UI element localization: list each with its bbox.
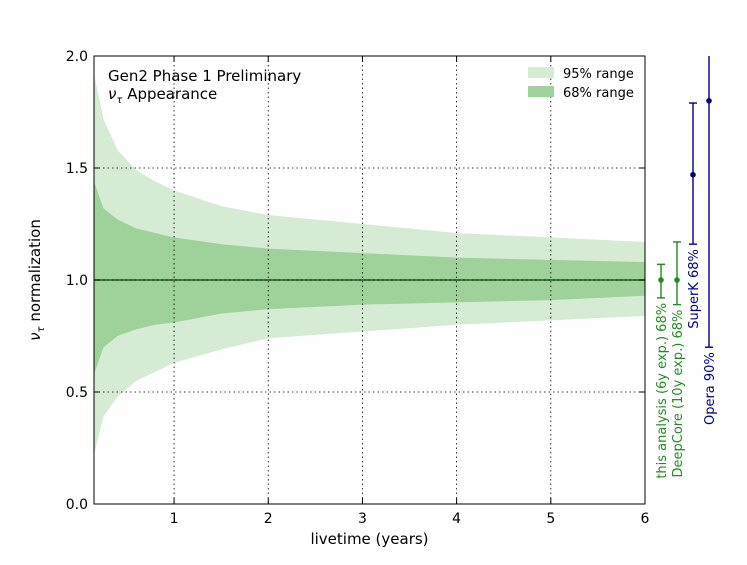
y-tick-label: 1.5 bbox=[66, 161, 88, 177]
x-tick-label: 2 bbox=[264, 511, 273, 527]
x-tick-label: 4 bbox=[452, 511, 461, 527]
annotation-symbol: ν bbox=[108, 85, 116, 103]
measurement-label: Opera 90% bbox=[703, 352, 718, 425]
x-tick-label: 1 bbox=[170, 511, 179, 527]
band-68-area bbox=[94, 181, 645, 375]
y-tick-label: 2.0 bbox=[66, 49, 88, 65]
measurement-label: SuperK 68% bbox=[687, 249, 702, 329]
band-group bbox=[94, 73, 645, 455]
y-tick-label: 0.5 bbox=[66, 385, 88, 401]
legend-label-95: 95% range bbox=[563, 67, 634, 82]
measurement-point bbox=[690, 171, 696, 178]
annotation-title: Gen2 Phase 1 Preliminary bbox=[108, 67, 301, 85]
y-axis-label-symbol: ν bbox=[26, 332, 44, 340]
y-axis-label-text: normalization bbox=[26, 219, 44, 326]
measurement-point bbox=[706, 98, 712, 104]
measurements: this analysis (6y exp.) 68% DeepCore (10y… bbox=[655, 56, 718, 479]
measurement-point bbox=[674, 277, 680, 283]
measurement-label: DeepCore (10y exp.) 68% bbox=[671, 310, 686, 478]
measurement-label: this analysis (6y exp.) 68% bbox=[655, 303, 670, 479]
x-tick-label: 5 bbox=[546, 511, 555, 527]
y-tick-label: 0.0 bbox=[66, 497, 88, 513]
annotation-subtitle: ντ Appearance bbox=[108, 85, 217, 106]
y-axis-label-subscript: τ bbox=[36, 325, 47, 332]
y-tick-label: 1.0 bbox=[66, 273, 88, 289]
legend-swatch-68 bbox=[528, 86, 554, 97]
grid-lines bbox=[94, 56, 645, 504]
x-tick-label: 6 bbox=[641, 511, 650, 527]
x-tick-label: 3 bbox=[358, 511, 367, 527]
legend: 95% range 68% range bbox=[528, 67, 634, 101]
y-axis-label: ντ normalization bbox=[26, 219, 47, 341]
annotation-text: Appearance bbox=[122, 85, 217, 103]
annotation-subscript: τ bbox=[116, 95, 123, 106]
legend-swatch-95 bbox=[528, 67, 554, 78]
x-axis-label: livetime (years) bbox=[310, 530, 428, 548]
legend-label-68: 68% range bbox=[563, 86, 634, 101]
measurement-point bbox=[658, 277, 664, 283]
